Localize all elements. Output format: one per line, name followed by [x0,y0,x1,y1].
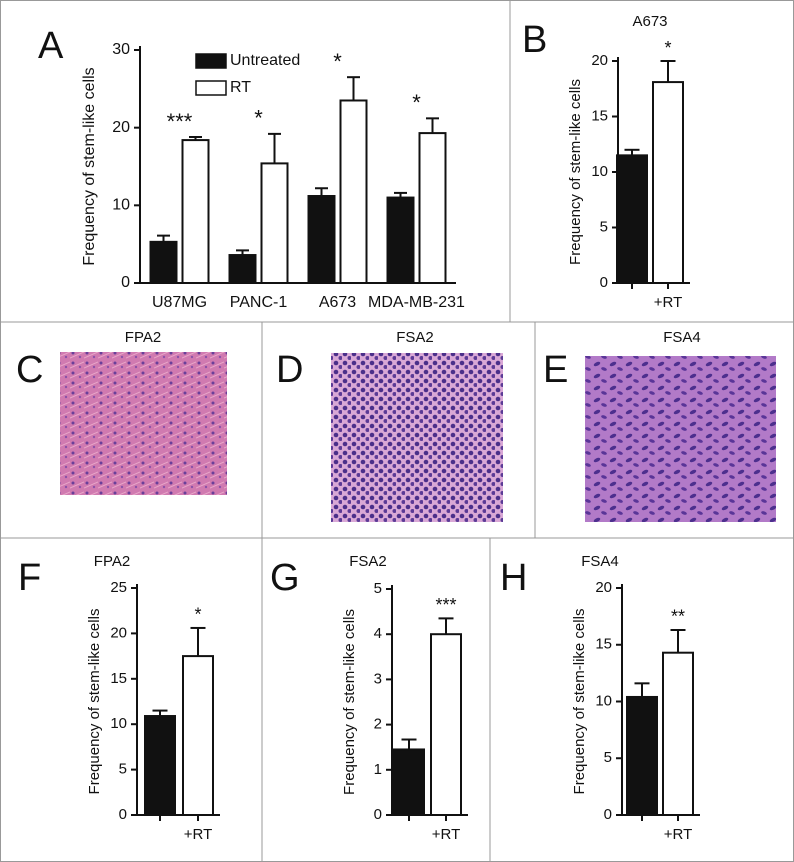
bar [386,196,415,284]
y-tick-label: 10 [595,692,612,709]
x-tick-label: MDA-MB-231 [368,294,465,311]
histology-image [60,352,227,495]
chart-title: FSA4 [581,553,619,570]
panel-label: F [18,557,41,599]
significance: * [664,38,671,58]
legend-label: Untreated [230,52,300,69]
panel-label: H [500,557,527,599]
y-tick-label: 5 [119,761,127,778]
panel-label: D [276,349,303,391]
y-tick-label: 10 [110,715,127,732]
bar [228,254,257,284]
image-title: FPA2 [125,329,161,346]
bar [182,655,214,816]
bar [181,139,210,284]
y-tick-label: 5 [604,749,612,766]
panel-label: C [16,349,43,391]
histology-image [331,353,503,522]
y-tick-label: 25 [110,579,127,596]
y-tick-label: 20 [591,52,608,69]
legend-swatch [195,53,227,69]
y-tick-label: 20 [595,579,612,596]
y-tick-label: 15 [110,670,127,687]
y-tick-label: 0 [600,274,608,291]
bar [662,651,694,816]
y-axis-label: Frequency of stem-like cells [567,79,584,265]
bar [626,695,658,817]
bar [616,154,648,285]
y-axis-label: Frequency of stem-like cells [81,67,98,265]
histology-image [585,356,776,522]
legend-swatch [195,80,227,96]
y-axis-label: Frequency of stem-like cells [86,609,103,795]
y-tick-label: 15 [595,636,612,653]
image-title: FSA2 [396,329,434,346]
bar [418,132,447,284]
panel-label: A [38,25,64,67]
bar [144,715,176,817]
y-tick-label: 0 [119,806,127,823]
y-axis-label: Frequency of stem-like cells [571,609,588,795]
significance: * [194,605,201,625]
panel-label: E [543,349,568,391]
y-tick-label: 20 [110,624,127,641]
significance: * [333,49,342,74]
y-tick-label: 30 [112,41,130,58]
y-axis-label: Frequency of stem-like cells [341,609,358,795]
bar [260,162,289,284]
chart-title: A673 [632,13,667,30]
y-tick-label: 10 [112,197,130,214]
x-tick-label: PANC-1 [230,294,288,311]
legend-label: RT [230,79,251,96]
bar [149,240,178,285]
y-tick-label: 0 [121,274,130,291]
y-tick-label: 3 [374,670,382,687]
bar [393,748,425,817]
y-tick-label: 1 [374,761,382,778]
y-tick-label: 0 [604,806,612,823]
chart-title: FPA2 [94,553,130,570]
bar [652,81,684,284]
bar [307,195,336,284]
x-tick-label: A673 [319,294,356,311]
significance: *** [435,595,456,615]
x-tick-label: +RT [654,294,682,311]
y-tick-label: 2 [374,716,382,733]
significance: ** [671,607,685,627]
panel-label: G [270,557,300,599]
bar [430,633,462,817]
y-tick-label: 15 [591,107,608,124]
image-title: FSA4 [663,329,701,346]
y-tick-label: 20 [112,119,130,136]
y-tick-label: 5 [600,218,608,235]
x-tick-label: +RT [184,826,212,843]
significance: * [412,90,421,115]
significance: *** [167,109,193,134]
panel-label: B [522,19,547,61]
chart-title: FSA2 [349,553,387,570]
x-tick-label: +RT [664,826,692,843]
significance: * [254,106,263,131]
y-tick-label: 10 [591,163,608,180]
y-tick-label: 4 [374,625,382,642]
x-tick-label: U87MG [152,294,207,311]
bar [339,99,368,284]
x-tick-label: +RT [432,826,460,843]
y-tick-label: 5 [374,580,382,597]
y-tick-label: 0 [374,806,382,823]
